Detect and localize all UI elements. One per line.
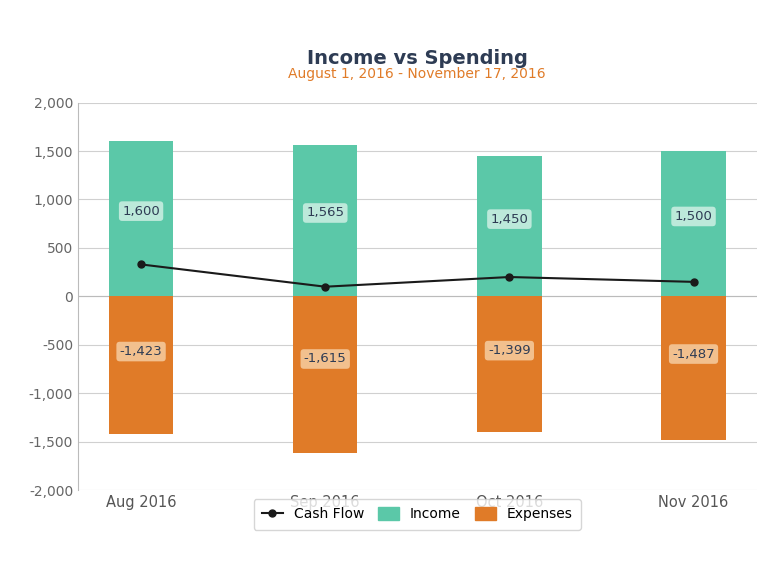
- Title: Income vs Spending: Income vs Spending: [307, 48, 528, 68]
- Text: August 1, 2016 - November 17, 2016: August 1, 2016 - November 17, 2016: [289, 67, 546, 82]
- Bar: [293, 145, 357, 296]
- Text: -1,487: -1,487: [672, 348, 714, 361]
- Text: 1,565: 1,565: [307, 206, 344, 219]
- Bar: [661, 151, 725, 296]
- Bar: [293, 296, 357, 453]
- Bar: [109, 141, 173, 296]
- Text: -1,423: -1,423: [119, 345, 162, 358]
- Text: -1,615: -1,615: [304, 352, 346, 365]
- Text: 1,450: 1,450: [491, 213, 528, 226]
- Bar: [477, 296, 541, 432]
- Legend: Cash Flow, Income, Expenses: Cash Flow, Income, Expenses: [254, 499, 581, 530]
- Text: 1,600: 1,600: [122, 205, 160, 218]
- Bar: [477, 156, 541, 296]
- Bar: [109, 296, 173, 434]
- Text: 1,500: 1,500: [675, 210, 712, 223]
- Text: -1,399: -1,399: [488, 344, 530, 357]
- Bar: [661, 296, 725, 441]
